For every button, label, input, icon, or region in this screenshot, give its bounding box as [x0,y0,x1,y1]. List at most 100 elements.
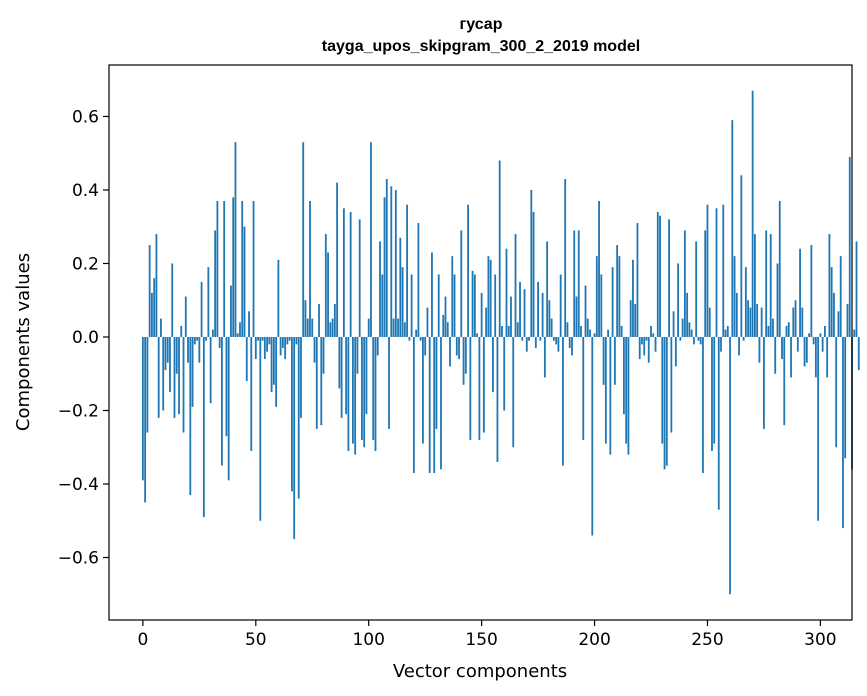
bar-component-252 [711,336,713,451]
bar-component-222 [643,336,646,356]
bar-component-164 [512,336,515,448]
bar-component-127 [428,336,431,473]
bar-component-250 [706,204,709,337]
bar-component-226 [652,333,655,337]
y-tick-label: 0.0 [72,328,99,348]
bar-component-142 [462,336,465,385]
bar-component-220 [638,336,641,360]
bar-component-163 [510,296,512,337]
bar-component-0 [141,336,144,481]
bar-component-95 [356,336,359,374]
plot-frame [108,64,853,621]
bar-component-240 [683,230,686,337]
bar-component-40 [232,197,235,337]
bar-component-204 [602,336,605,385]
bar-component-25 [198,336,201,363]
bar-component-302 [824,325,826,337]
bar-component-303 [826,336,829,378]
bar-component-188 [566,322,569,337]
y-tick-label: 0.4 [72,181,99,201]
bar-component-215 [627,336,630,455]
bar-component-58 [272,336,275,385]
bar-component-82 [327,252,329,337]
bar-component-113 [397,318,399,337]
bar-component-110 [390,186,393,337]
bar-component-232 [665,336,668,466]
y-tick-label: −0.4 [58,475,99,495]
bar-component-254 [715,208,718,337]
bar-component-160 [503,336,506,411]
bar-component-89 [342,208,345,337]
bar-component-258 [724,329,727,337]
bar-component-208 [611,267,614,337]
chart-title-line-2: tayga_upos_skipgram_300_2_2019 model [322,38,640,55]
bar-component-216 [629,300,632,337]
bar-component-223 [645,336,648,341]
bar-component-214 [625,336,628,444]
bar-component-308 [837,311,840,337]
bar-component-119 [410,274,413,337]
bar-component-99 [365,336,368,415]
bar-component-144 [467,204,469,337]
bar-component-190 [571,336,573,356]
bar-component-148 [476,333,479,337]
bar-component-315 [853,329,856,337]
bar-component-152 [485,307,488,337]
bar-component-98 [363,336,366,448]
bar-component-93 [352,336,354,444]
bar-component-203 [600,274,603,337]
bar-component-161 [505,248,508,337]
bar-component-290 [796,336,799,352]
bar-component-53 [261,336,264,341]
bar-component-297 [812,336,815,345]
bar-component-178 [543,336,546,378]
bar-component-186 [562,336,564,466]
bar-component-305 [830,267,833,337]
bar-component-185 [559,274,562,337]
bar-component-12 [169,336,171,393]
bar-component-3 [148,245,151,337]
bar-component-301 [821,336,824,352]
x-tick-label: 300 [804,630,836,650]
bar-component-85 [333,303,336,337]
bar-component-44 [241,200,244,337]
bar-component-121 [415,329,418,337]
bar-component-284 [783,336,786,426]
bar-component-26 [200,281,203,337]
bar-component-183 [555,336,558,345]
bar-component-200 [593,333,596,337]
bar-component-57 [270,336,273,393]
bar-component-116 [403,322,406,337]
bar-component-211 [618,256,621,337]
bar-component-73 [306,318,309,337]
bar-component-171 [528,336,530,341]
bar-component-10 [164,336,167,371]
bar-component-104 [376,336,379,356]
y-tick-label: 0.2 [72,254,99,274]
bar-component-292 [801,307,804,337]
bar-component-83 [329,322,332,337]
bar-component-300 [819,333,822,337]
bar-component-312 [846,303,849,337]
bar-component-273 [758,336,761,363]
bar-component-157 [496,336,499,462]
bar-component-130 [435,336,438,429]
bar-component-246 [697,336,700,341]
bar-component-75 [311,318,314,337]
bar-component-125 [424,336,427,356]
bar-component-265 [740,175,743,337]
bar-component-56 [268,336,271,345]
bar-component-35 [221,336,223,466]
bar-component-281 [776,263,779,337]
bar-component-68 [295,336,298,345]
bar-component-255 [717,336,720,510]
bar-component-140 [458,336,460,360]
bar-component-77 [315,336,318,429]
bar-component-206 [607,329,609,337]
bar-component-228 [656,212,659,337]
bar-component-295 [808,333,810,337]
bar-component-179 [546,241,549,337]
bar-component-61 [279,336,282,356]
bar-component-266 [742,336,745,341]
bar-component-221 [641,336,643,345]
